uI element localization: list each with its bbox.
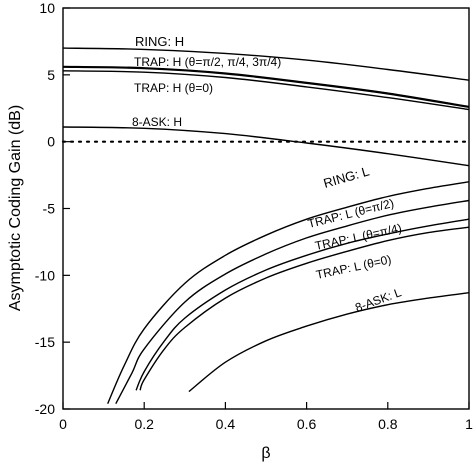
x-tick-label: 0 (59, 416, 67, 432)
series-line-3 (62, 126, 470, 167)
series-line-8 (188, 292, 470, 393)
label-ask-h: 8-ASK: H (132, 115, 182, 129)
series-line-4 (107, 181, 470, 404)
series-line-1 (62, 65, 470, 108)
y-tick-label: 0 (47, 134, 55, 150)
y-axis-label: Asymptotic Coding Gain (dB) (7, 105, 24, 311)
series-curves (62, 47, 470, 405)
series-line-5 (115, 199, 470, 405)
x-axis-ticks: 0 0.2 0.4 0.6 0.8 1 (59, 402, 473, 432)
y-tick-label: 10 (39, 0, 55, 16)
y-tick-label: -20 (35, 401, 55, 417)
curve-labels: RING: H TRAP: H (θ=π/2, π/4, 3π/4) TRAP:… (132, 34, 403, 315)
label-ask-l: 8-ASK: L (353, 285, 403, 315)
series-line-0 (62, 47, 470, 81)
y-tick-label: -10 (35, 267, 55, 283)
y-tick-label: -5 (43, 201, 56, 217)
y-axis-ticks: 10 5 0 -5 -10 -15 -20 (35, 0, 70, 417)
plot-area: 0 0.2 0.4 0.6 0.8 1 10 5 0 -5 -10 -15 -20 (35, 0, 473, 432)
x-tick-label: 0.6 (297, 416, 317, 432)
series-line-7 (139, 226, 470, 391)
x-tick-label: 1 (465, 416, 473, 432)
series-line-6 (135, 218, 470, 391)
x-tick-label: 0.4 (216, 416, 236, 432)
x-tick-label: 0.8 (378, 416, 398, 432)
label-ring-l: RING: L (322, 164, 371, 191)
y-tick-label: -15 (35, 334, 55, 350)
y-tick-label: 5 (47, 67, 55, 83)
x-tick-label: 0.2 (134, 416, 154, 432)
x-axis-label: β (261, 445, 270, 462)
label-trap-h-0: TRAP: H (θ=0) (134, 81, 213, 95)
label-trap-h-pi: TRAP: H (θ=π/2, π/4, 3π/4) (134, 55, 281, 69)
series-line-2 (62, 70, 470, 111)
label-ring-h: RING: H (135, 34, 184, 49)
